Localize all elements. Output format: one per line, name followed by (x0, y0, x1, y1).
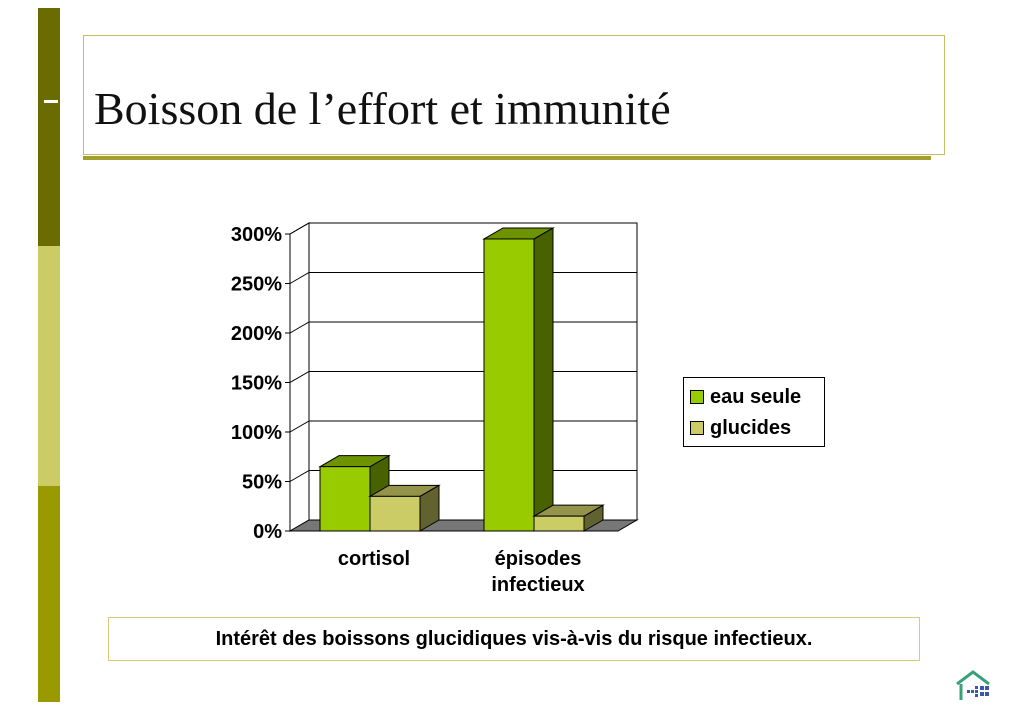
sidebar-band-light (38, 246, 60, 486)
slide-title: Boisson de l’effort et immunité (94, 83, 671, 134)
sidebar-band-dark (38, 8, 60, 246)
bar-glucides-pisodes-infectieux (533, 515, 585, 532)
legend-swatch-glucides (690, 421, 704, 435)
sidebar-band-mid (38, 486, 60, 702)
legend-label-eau-seule: eau seule (710, 385, 802, 408)
y-tick-label: 100% (231, 422, 282, 444)
legend-swatch-eau-seule (690, 390, 704, 404)
caption-text: Intérêt des boissons glucidiques vis-à-v… (215, 627, 813, 650)
legend-item-glucides: glucides (690, 417, 791, 439)
house-grid-logo-icon (956, 670, 990, 700)
y-tick-label: 300% (231, 224, 282, 246)
y-tick-label: 150% (231, 373, 282, 395)
x-category-label: épisodes (495, 548, 582, 570)
bar-eau-seule-cortisol (319, 466, 371, 532)
title-underline (83, 156, 931, 160)
caption-box: Intérêt des boissons glucidiques vis-à-v… (108, 617, 920, 661)
x-category-label: infectieux (491, 574, 584, 596)
bar-eau-seule-pisodes-infectieux-side (533, 227, 554, 532)
legend-item-eau-seule: eau seule (690, 386, 801, 408)
y-tick-label: 250% (231, 274, 282, 296)
bar-glucides-cortisol (369, 495, 421, 532)
gridline (289, 222, 637, 235)
bar-eau-seule-pisodes-infectieux (483, 238, 535, 532)
legend-label-glucides: glucides (710, 416, 792, 439)
y-tick-label: 200% (231, 323, 282, 345)
chart-legend: eau seule glucides (683, 377, 825, 447)
y-tick-label: 50% (242, 472, 282, 494)
x-category-label: cortisol (338, 548, 410, 570)
y-tick-label: 0% (253, 521, 282, 543)
title-frame (83, 35, 945, 155)
bar-chart: 0% 50% 100% 150% 200% 250% 300% cortisol épisode… (231, 222, 639, 596)
sidebar-tick (44, 100, 58, 103)
